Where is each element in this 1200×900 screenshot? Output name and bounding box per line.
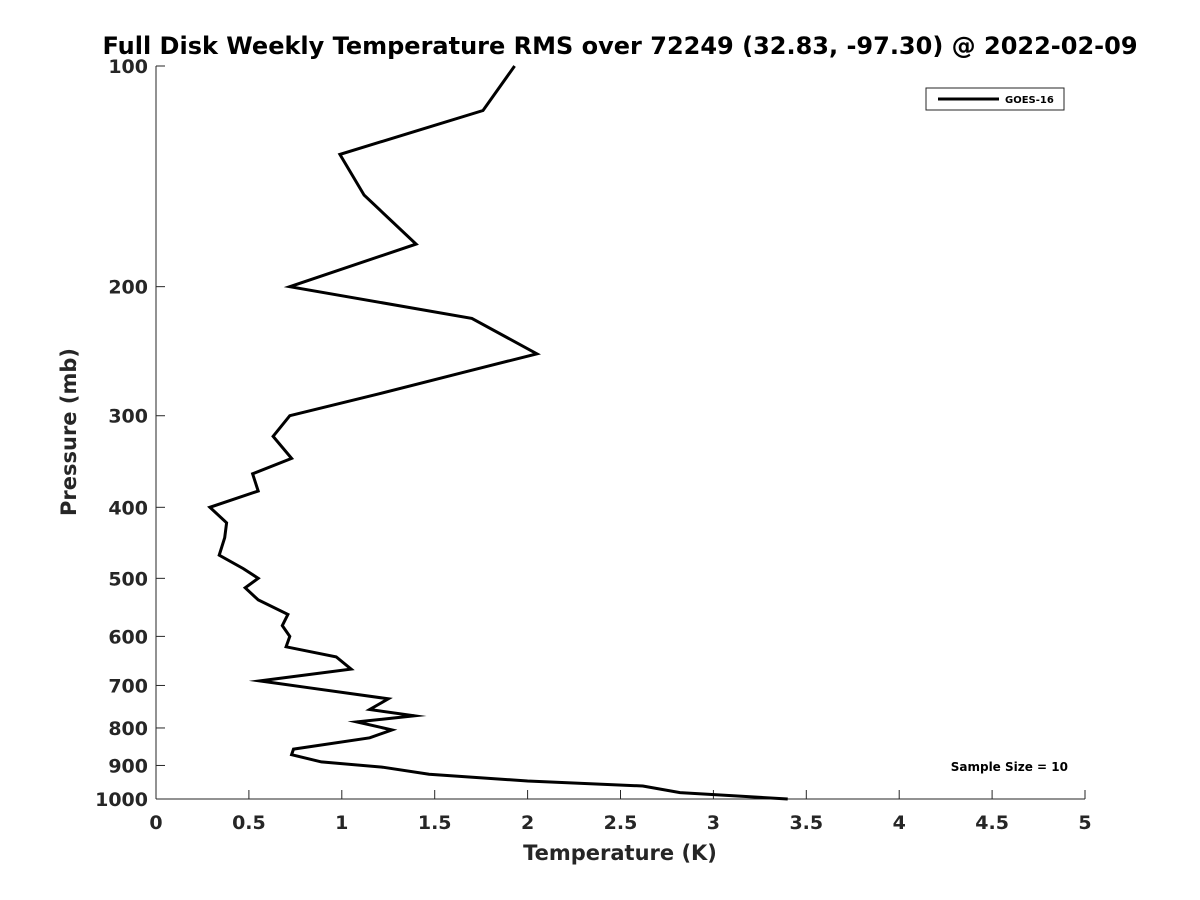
y-tick-label: 900 [108,755,148,777]
plot-area [156,66,1085,799]
y-axis-label: Pressure (mb) [57,348,81,516]
x-tick-label: 4 [893,812,906,834]
x-tick-label: 2.5 [604,812,638,834]
x-axis-label: Temperature (K) [523,841,717,865]
x-tick-label: 0.5 [232,812,266,834]
y-tick-label: 400 [108,497,148,519]
series-line-goes-16 [207,65,788,801]
y-tick-label: 800 [108,718,148,740]
x-tick-label: 3 [707,812,720,834]
x-tick-label: 1 [335,812,348,834]
legend-label-goes-16: GOES-16 [1005,95,1054,106]
y-tick-label: 600 [108,626,148,648]
x-tick-label: 3.5 [789,812,823,834]
y-axis: 100 200 300 400 500 600 700 800 900 1000 [95,56,165,811]
chart-title: Full Disk Weekly Temperature RMS over 72… [102,32,1137,60]
y-tick-label: 100 [108,56,148,78]
y-tick-label: 200 [108,277,148,299]
legend: GOES-16 [925,87,1065,111]
y-tick-label: 300 [108,406,148,428]
y-tick-label: 1000 [95,789,148,811]
plot-frame [156,66,1085,799]
x-tick-label: 4.5 [975,812,1009,834]
sample-size-annotation: Sample Size = 10 [951,760,1068,774]
x-tick-label: 1.5 [418,812,452,834]
x-tick-label: 0 [149,812,162,834]
x-axis: 0 0.5 1 1.5 2 2.5 3 3.5 4 4.5 5 [149,790,1092,834]
series-layer [207,65,788,801]
y-tick-label: 500 [108,568,148,590]
y-tick-label: 700 [108,675,148,697]
x-tick-label: 5 [1078,812,1091,834]
x-tick-label: 2 [521,812,534,834]
